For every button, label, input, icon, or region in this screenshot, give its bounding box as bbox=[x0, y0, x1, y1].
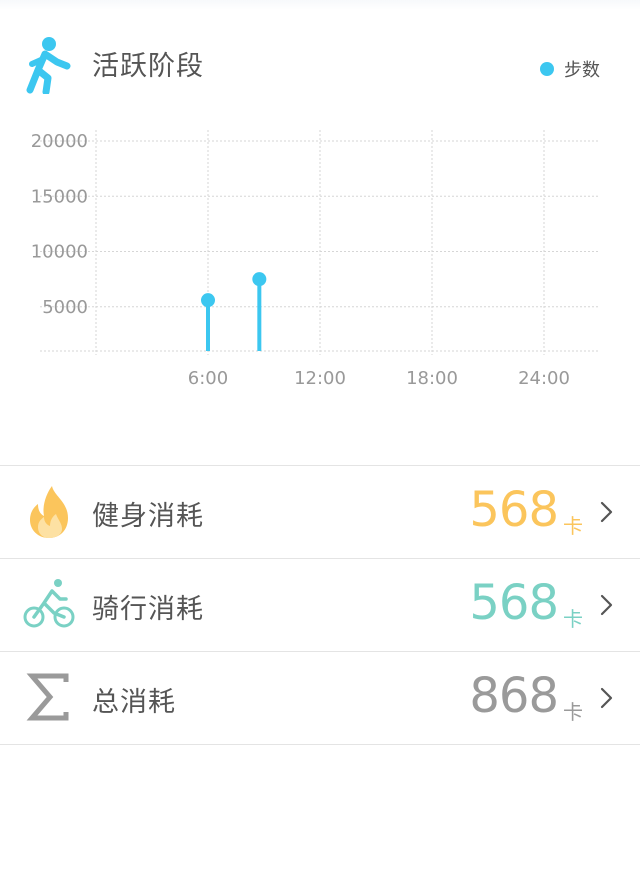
x-tick-label: 6:00 bbox=[188, 368, 228, 389]
row-value: 568 bbox=[469, 482, 559, 538]
x-tick-label: 18:00 bbox=[406, 368, 458, 389]
row-unit: 卡 bbox=[563, 514, 583, 538]
legend-label: 步数 bbox=[564, 60, 600, 81]
data-point bbox=[252, 272, 267, 287]
y-tick-label: 10000 bbox=[31, 242, 88, 263]
row-label: 总消耗 bbox=[92, 687, 176, 718]
legend-dot-icon bbox=[540, 62, 554, 76]
data-point bbox=[201, 293, 215, 308]
sigma-icon bbox=[26, 673, 69, 721]
y-tick-label: 5000 bbox=[42, 297, 88, 318]
chart-legend: 步数 bbox=[540, 56, 600, 82]
cycling-consumption-row[interactable]: 骑行消耗 568 卡 bbox=[0, 558, 640, 651]
row-unit: 卡 bbox=[563, 607, 583, 631]
status-bar-background bbox=[0, 0, 640, 10]
x-tick-label: 24:00 bbox=[518, 368, 570, 389]
runner-icon bbox=[26, 37, 71, 94]
bicycle-icon bbox=[23, 579, 75, 628]
row-label: 骑行消耗 bbox=[92, 594, 204, 625]
fitness-consumption-row[interactable]: 健身消耗 568 卡 bbox=[0, 465, 640, 558]
row-unit: 卡 bbox=[563, 700, 583, 724]
row-value: 568 bbox=[469, 575, 559, 631]
chevron-right-icon[interactable] bbox=[600, 593, 614, 617]
y-tick-label: 15000 bbox=[31, 186, 88, 207]
row-value: 868 bbox=[469, 668, 559, 724]
steps-chart: 20000 15000 10000 5000 6:00 12:00 18:00 24:00 bbox=[31, 130, 600, 389]
chevron-right-icon[interactable] bbox=[600, 500, 614, 524]
y-tick-label: 20000 bbox=[31, 131, 88, 152]
row-label: 健身消耗 bbox=[92, 501, 204, 532]
flame-icon bbox=[30, 486, 68, 538]
section-title: 活跃阶段 bbox=[92, 51, 204, 82]
chevron-right-icon[interactable] bbox=[600, 686, 614, 710]
activity-header: 活跃阶段 步数 bbox=[0, 30, 640, 100]
total-consumption-row[interactable]: 总消耗 868 卡 bbox=[0, 651, 640, 745]
x-tick-label: 12:00 bbox=[294, 368, 346, 389]
